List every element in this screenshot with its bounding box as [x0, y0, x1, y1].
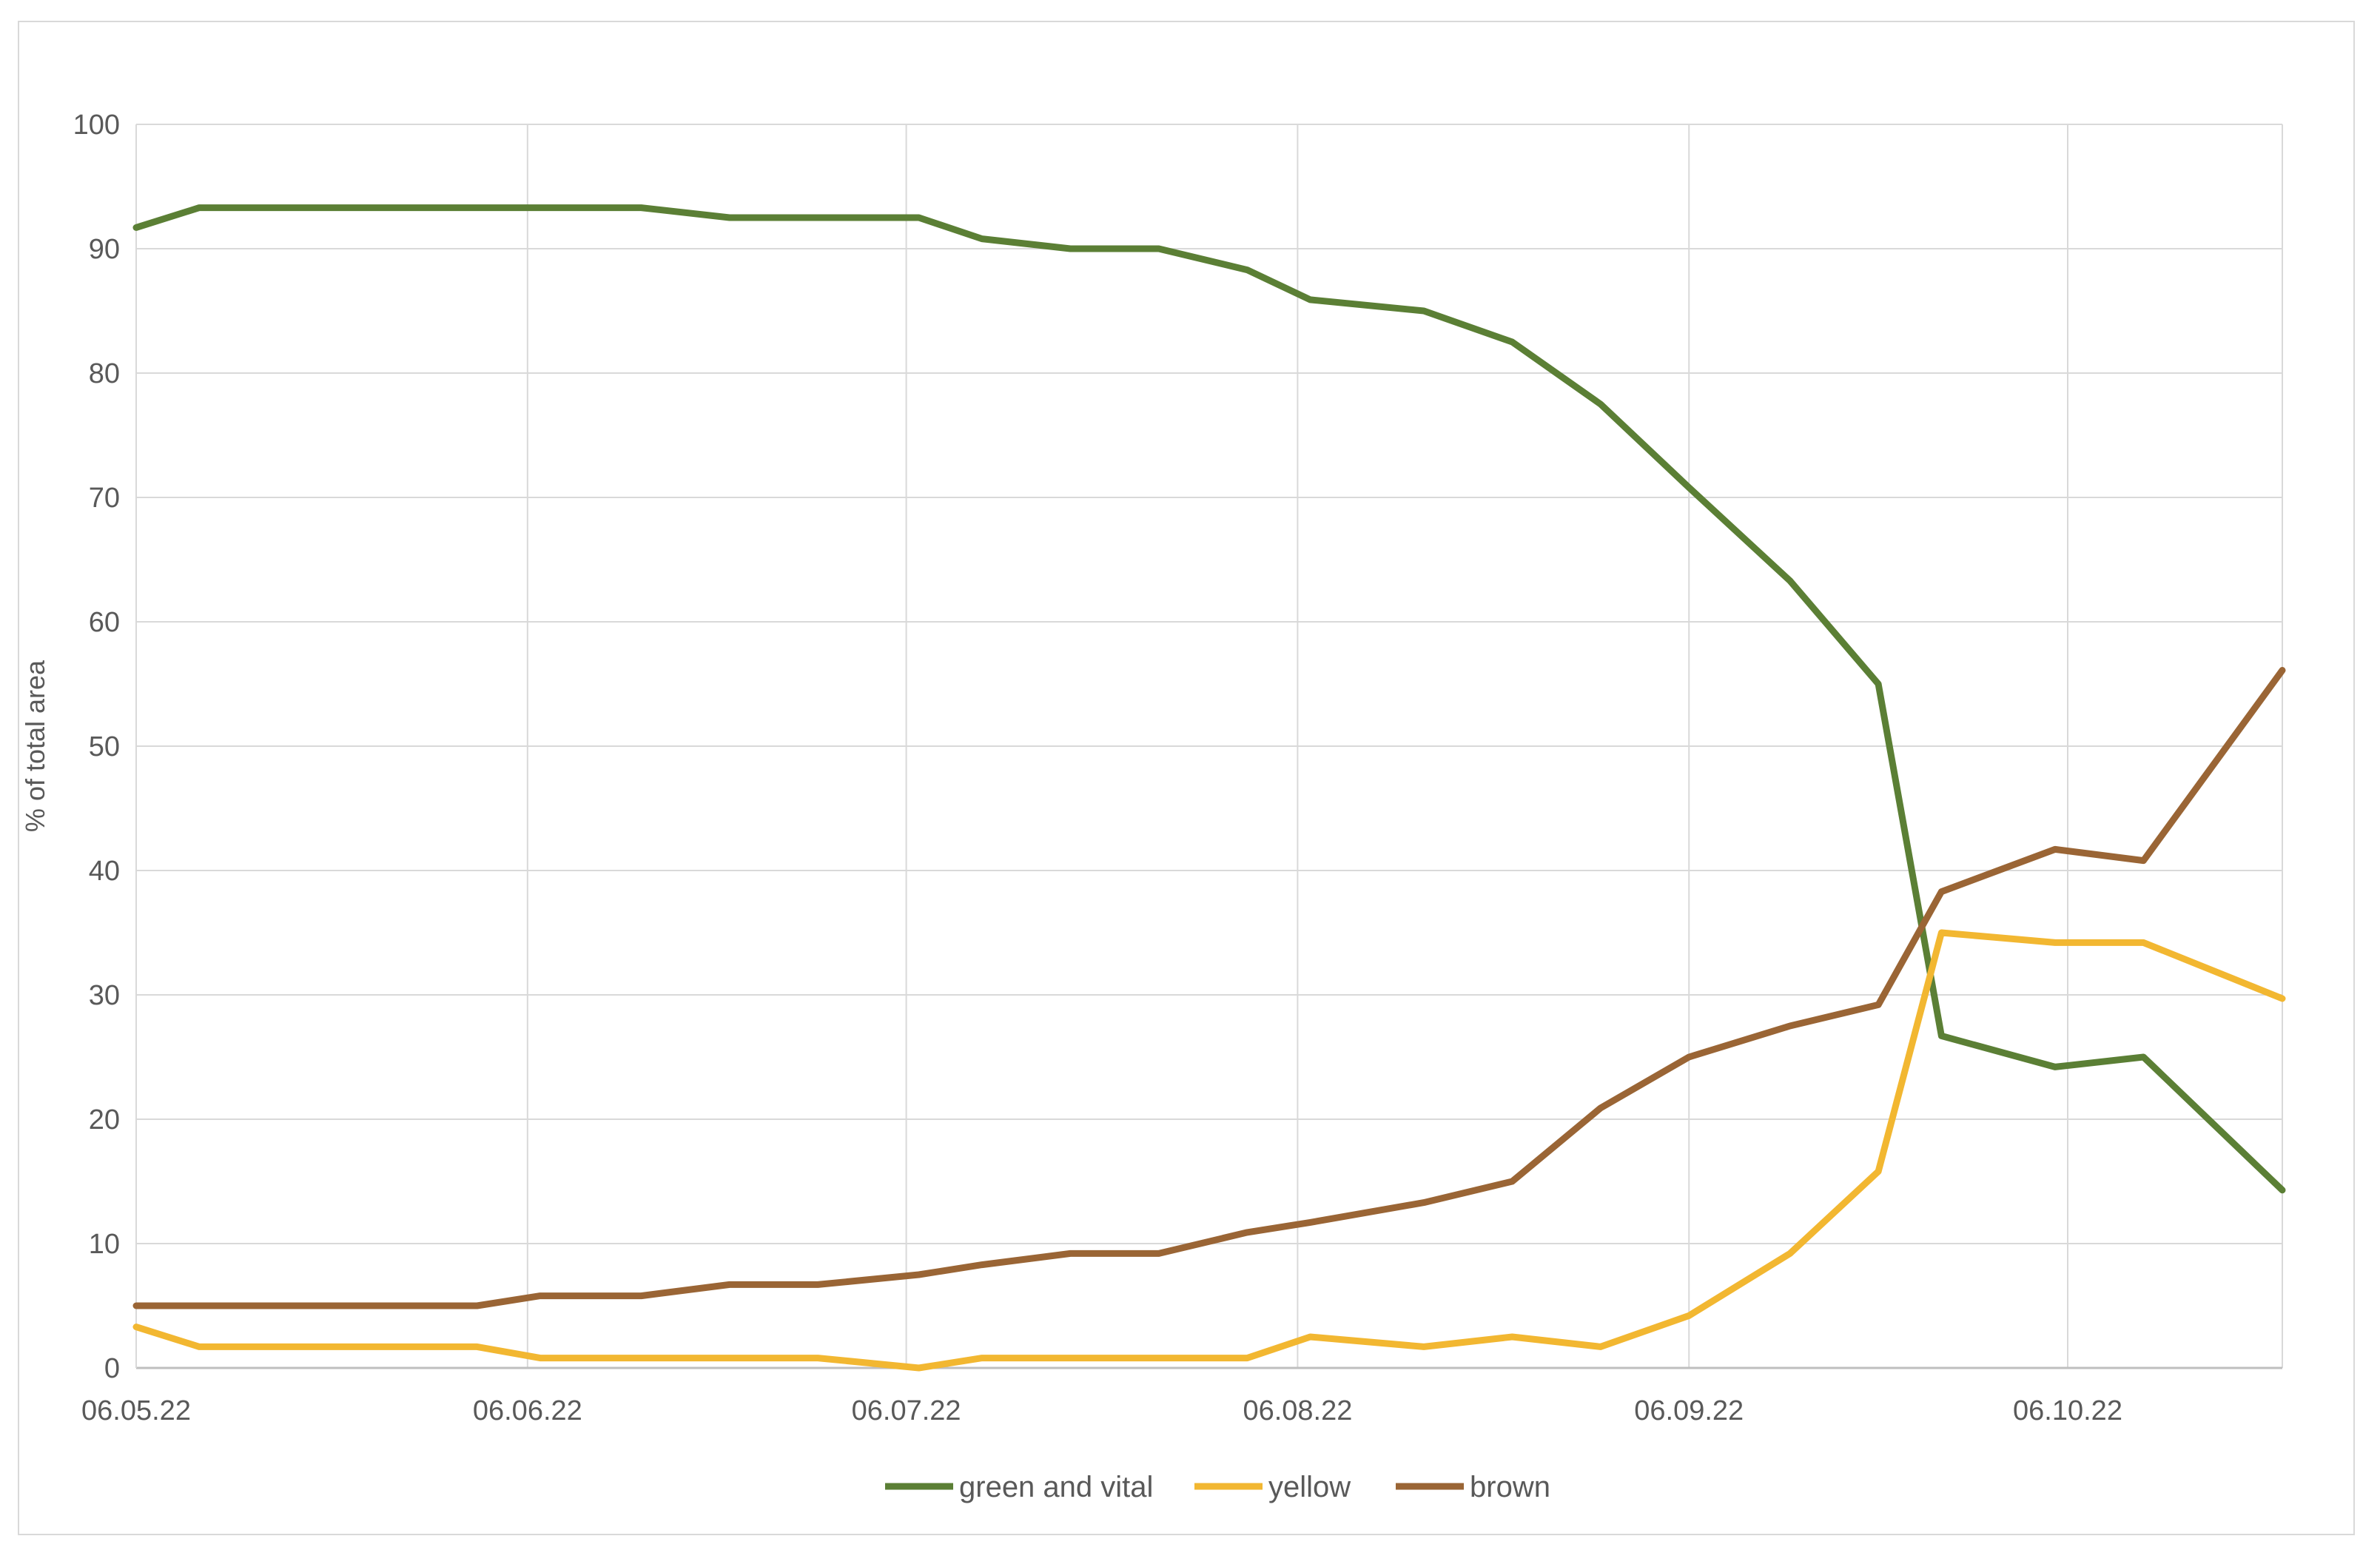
y-tick-label: 10 — [89, 1229, 120, 1260]
series-line-yellow — [132, 929, 2286, 1372]
y-tick-label: 100 — [73, 110, 120, 141]
y-tick-label: 0 — [104, 1353, 120, 1384]
horizontal-gridlines — [136, 124, 2282, 1369]
series-line-green-and-vital — [132, 204, 2286, 1194]
y-axis-title: % of total area — [20, 660, 50, 832]
series-lines — [132, 204, 2286, 1372]
x-axis-tick-labels: 06.05.22 06.06.22 06.07.22 06.08.22 06.09.22… — [81, 1395, 2122, 1426]
legend-label: brown — [1470, 1471, 1550, 1503]
y-tick-label: 70 — [89, 483, 120, 514]
x-tick-label: 06.06.22 — [473, 1395, 582, 1426]
legend-label: green and vital — [959, 1471, 1153, 1503]
y-tick-label: 40 — [89, 856, 120, 887]
y-tick-label: 60 — [89, 607, 120, 638]
legend: green and vital yellow brown — [885, 1471, 1550, 1503]
y-tick-label: 50 — [89, 731, 120, 762]
x-tick-label: 06.08.22 — [1243, 1395, 1352, 1426]
y-tick-label: 20 — [89, 1104, 120, 1136]
y-axis-tick-labels: 0 10 20 30 40 50 60 70 80 90 100 — [73, 110, 120, 1384]
chart-frame: 0 10 20 30 40 50 60 70 80 90 100 06.05.22 06.06.22 0… — [18, 21, 2355, 1535]
axis-lines — [135, 124, 2282, 1369]
y-tick-label: 90 — [89, 234, 120, 265]
x-tick-label: 06.10.22 — [2013, 1395, 2122, 1426]
y-tick-label: 80 — [89, 358, 120, 389]
y-tick-label: 30 — [89, 980, 120, 1011]
x-tick-label: 06.09.22 — [1634, 1395, 1744, 1426]
legend-label: yellow — [1268, 1471, 1351, 1503]
x-tick-label: 06.05.22 — [81, 1395, 191, 1426]
series-line-brown — [132, 667, 2286, 1309]
x-tick-label: 06.07.22 — [852, 1395, 961, 1426]
